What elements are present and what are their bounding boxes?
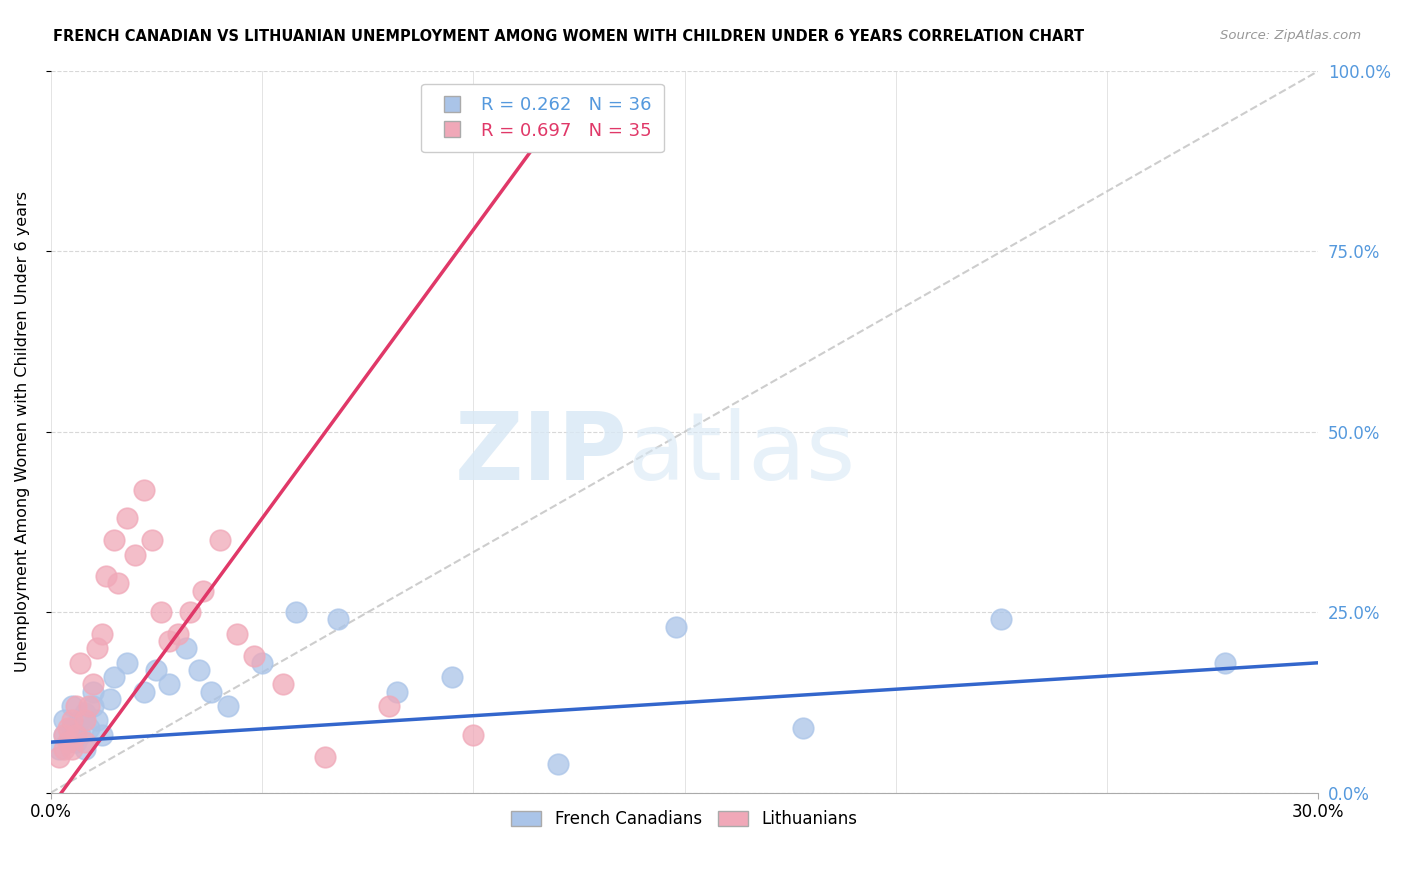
Point [547, 756, 569, 771]
Point [94, 569, 117, 583]
Point [378, 699, 401, 714]
Point [124, 548, 146, 562]
Point [145, 663, 167, 677]
Point [179, 605, 201, 619]
Point [69, 656, 91, 670]
Text: atlas: atlas [627, 408, 856, 500]
Legend: French Canadians, Lithuanians: French Canadians, Lithuanians [505, 804, 865, 835]
Point [141, 533, 163, 547]
Point [149, 605, 172, 619]
Point [69, 714, 91, 728]
Point [56, 721, 79, 735]
Point [990, 612, 1012, 626]
Point [52, 728, 75, 742]
Point [250, 656, 273, 670]
Point [166, 627, 188, 641]
Point [665, 620, 688, 634]
Point [65, 728, 87, 742]
Point [463, 728, 485, 742]
Text: Source: ZipAtlas.com: Source: ZipAtlas.com [1220, 29, 1361, 42]
Point [73, 706, 96, 721]
Point [98, 691, 121, 706]
Point [77, 721, 100, 735]
Point [326, 612, 349, 626]
Point [56, 735, 79, 749]
Point [132, 684, 155, 698]
Point [271, 677, 294, 691]
Point [792, 721, 814, 735]
Point [208, 533, 231, 547]
Point [314, 749, 336, 764]
Text: FRENCH CANADIAN VS LITHUANIAN UNEMPLOYMENT AMONG WOMEN WITH CHILDREN UNDER 6 YEA: FRENCH CANADIAN VS LITHUANIAN UNEMPLOYME… [53, 29, 1084, 44]
Point [60, 714, 83, 728]
Point [77, 699, 100, 714]
Point [157, 634, 180, 648]
Point [174, 641, 197, 656]
Point [69, 728, 91, 742]
Point [1215, 656, 1237, 670]
Point [441, 670, 464, 684]
Point [200, 684, 222, 698]
Point [48, 749, 70, 764]
Point [82, 677, 104, 691]
Point [242, 648, 264, 663]
Point [103, 670, 125, 684]
Point [115, 511, 138, 525]
Point [90, 627, 112, 641]
Point [60, 721, 83, 735]
Point [52, 728, 75, 742]
Point [65, 735, 87, 749]
Point [90, 728, 112, 742]
Point [73, 714, 96, 728]
Point [387, 684, 409, 698]
Point [191, 583, 214, 598]
Point [86, 641, 108, 656]
Point [52, 714, 75, 728]
Point [82, 684, 104, 698]
Point [60, 742, 83, 756]
Point [103, 533, 125, 547]
Point [187, 663, 209, 677]
Point [107, 576, 129, 591]
Point [48, 742, 70, 756]
Point [56, 735, 79, 749]
Point [217, 699, 239, 714]
Point [60, 699, 83, 714]
Point [73, 742, 96, 756]
Point [132, 483, 155, 497]
Point [73, 735, 96, 749]
Point [157, 677, 180, 691]
Point [284, 605, 307, 619]
Point [225, 627, 247, 641]
Point [52, 742, 75, 756]
Text: ZIP: ZIP [454, 408, 627, 500]
Y-axis label: Unemployment Among Women with Children Under 6 years: Unemployment Among Women with Children U… [15, 192, 30, 673]
Point [115, 656, 138, 670]
Point [86, 714, 108, 728]
Point [65, 699, 87, 714]
Point [82, 699, 104, 714]
